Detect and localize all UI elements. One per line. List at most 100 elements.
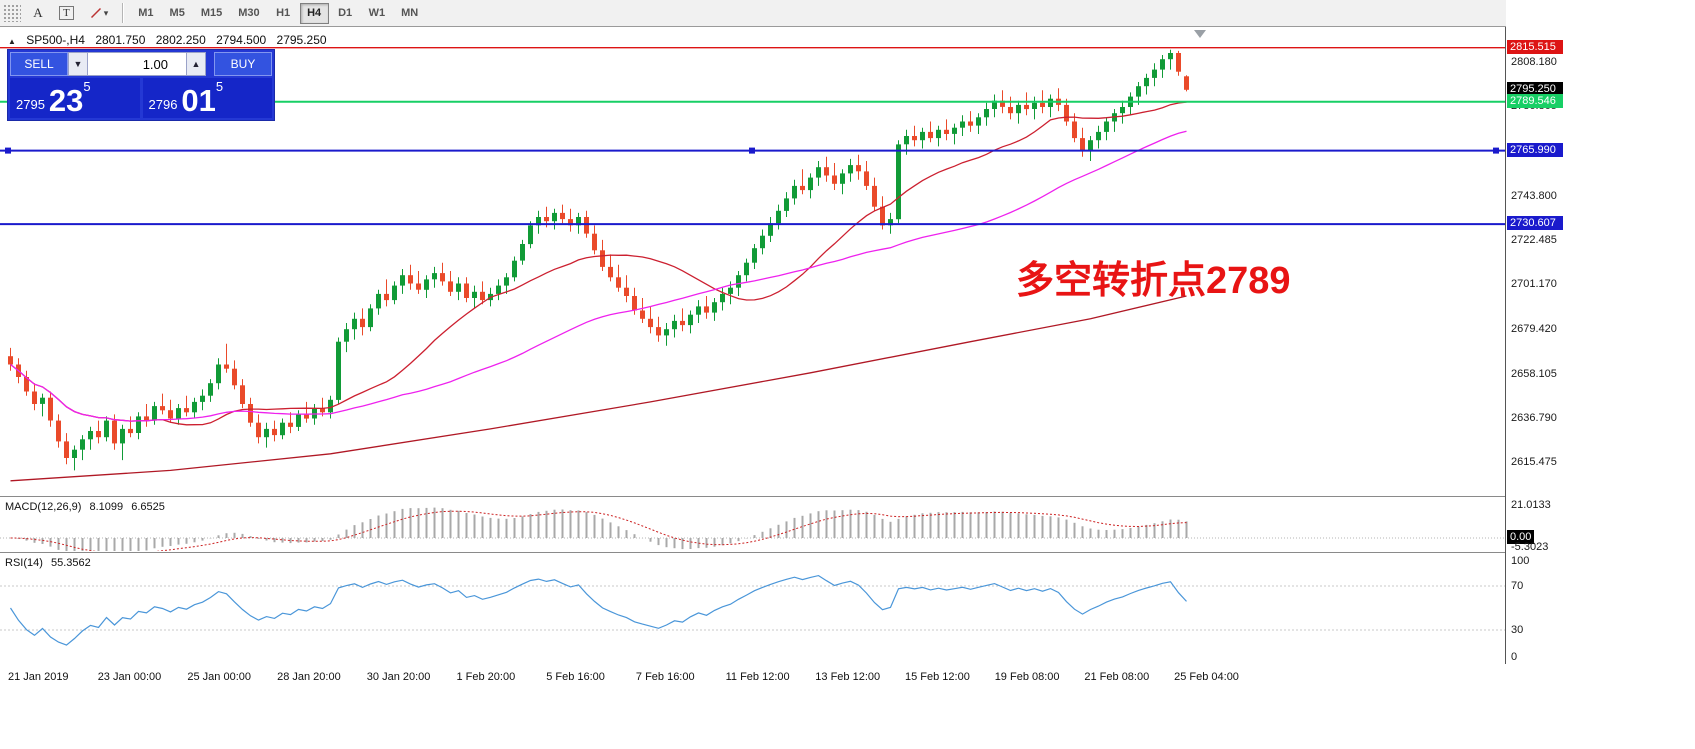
candle-body — [520, 244, 525, 261]
sell-price-display[interactable]: 2795 23 5 — [10, 78, 140, 118]
sell-button[interactable]: SELL — [10, 52, 68, 76]
volume-input[interactable]: 1.00 — [88, 52, 186, 76]
price-badge: 2730.607 — [1507, 216, 1563, 231]
price-scale[interactable]: 21.0133 0.00 -5.3023 100 70 30 0 2808.18… — [1506, 0, 1695, 749]
candle-body — [224, 364, 229, 369]
candle-body — [1032, 102, 1037, 109]
rsi-value: 55.3562 — [50, 557, 91, 569]
candle-body — [248, 404, 253, 423]
buy-price-prefix: 2796 — [148, 97, 178, 112]
candle-body — [464, 283, 469, 298]
line-selection-handle[interactable] — [5, 147, 11, 154]
buy-button[interactable]: BUY — [214, 52, 272, 76]
rsi-axis-30: 30 — [1511, 624, 1524, 636]
timeframe-m15[interactable]: M15 — [193, 2, 230, 24]
candle-body — [616, 277, 621, 288]
collapse-icon[interactable]: ▲ — [8, 37, 16, 46]
pane-separator[interactable] — [0, 552, 1695, 553]
volume-increase-button[interactable]: ▲ — [186, 52, 206, 76]
line-selection-handle[interactable] — [1493, 147, 1499, 154]
pane-separator[interactable] — [0, 496, 1695, 497]
candle-body — [448, 281, 453, 292]
chart-shift-marker-icon[interactable] — [1194, 30, 1206, 38]
price-scale-border — [1505, 27, 1506, 664]
candle-body — [296, 414, 301, 427]
candle-body — [72, 449, 77, 458]
volume-decrease-button[interactable]: ▼ — [68, 52, 88, 76]
timeframe-m5[interactable]: M5 — [162, 2, 192, 24]
candle-body — [680, 320, 685, 326]
candle-body — [456, 283, 461, 292]
timeframe-h4[interactable]: H4 — [299, 2, 329, 24]
candle-body — [24, 377, 29, 392]
candle-body — [808, 177, 813, 191]
timeframe-h1[interactable]: H1 — [268, 2, 298, 24]
candle-body — [328, 399, 333, 413]
candle-body — [480, 291, 485, 301]
candle-body — [848, 165, 853, 174]
candle-body — [152, 406, 157, 421]
macd-axis-bottom-label: -5.3023 — [1511, 541, 1549, 553]
candle-body — [96, 431, 101, 438]
candle-body — [584, 217, 589, 234]
label-tool-glyph: T — [59, 6, 74, 20]
candle-body — [80, 439, 85, 450]
candle-body — [8, 356, 13, 365]
rsi-label: RSI(14) 55.3562 — [0, 557, 96, 569]
candle-body — [208, 383, 213, 396]
candle-body — [1008, 107, 1013, 114]
candle-body — [320, 408, 325, 413]
candle-body — [1088, 140, 1093, 151]
candle-body — [384, 293, 389, 301]
candle-body — [1080, 138, 1085, 151]
candle-body — [896, 144, 901, 220]
macd-pane[interactable]: MACD(12,26,9) 8.1099 6.6525 — [0, 497, 1505, 551]
time-axis[interactable]: 21 Jan 2019 23 Jan 00:00 25 Jan 00:00 28 Ja… — [0, 664, 1695, 698]
buy-price-display[interactable]: 2796 01 5 — [142, 78, 272, 118]
time-axis-label: 21 Feb 08:00 — [1084, 671, 1150, 683]
candle-body — [88, 431, 93, 440]
sell-price-pip: 5 — [83, 79, 91, 94]
candle-body — [1184, 76, 1189, 90]
timeframe-mn[interactable]: MN — [394, 2, 426, 24]
rsi-pane[interactable]: RSI(14) 55.3562 — [0, 553, 1505, 663]
timeframe-m30[interactable]: M30 — [231, 2, 267, 24]
candle-body — [672, 320, 677, 330]
ohlc-low: 2794.500 — [216, 33, 267, 47]
time-axis-label: 21 Jan 2019 — [8, 671, 69, 683]
price-badge: 2789.546 — [1507, 93, 1563, 108]
candle-body — [704, 306, 709, 313]
toolbar-grip-handle[interactable] — [3, 4, 21, 22]
candle-body — [424, 279, 429, 290]
price-chart-pane[interactable]: ▲ SP500-,H4 2801.750 2802.250 2794.500 2… — [0, 27, 1505, 496]
timeframe-w1[interactable]: W1 — [361, 2, 393, 24]
timeframe-m1[interactable]: M1 — [131, 2, 161, 24]
chart-annotation-text[interactable]: 多空转折点2789 — [1016, 260, 1291, 302]
rsi-axis-70: 70 — [1511, 580, 1524, 592]
label-tool-button[interactable]: T — [52, 2, 81, 24]
text-tool-button[interactable]: A — [26, 2, 50, 24]
chart-header: ▲ SP500-,H4 2801.750 2802.250 2794.500 2… — [8, 33, 334, 47]
candle-body — [592, 233, 597, 251]
candle-body — [432, 273, 437, 280]
candle-body — [312, 408, 317, 419]
timeframe-d1[interactable]: D1 — [330, 2, 360, 24]
candle-body — [632, 296, 637, 311]
time-axis-label: 1 Feb 20:00 — [456, 671, 516, 683]
candle-body — [568, 219, 573, 226]
shapes-tool-button[interactable]: ▾ — [82, 2, 116, 24]
candle-body — [936, 129, 941, 139]
time-axis-label: 23 Jan 00:00 — [97, 671, 162, 683]
rsi-name: RSI(14) — [5, 557, 43, 569]
sell-price-prefix: 2795 — [16, 97, 45, 112]
price-axis-label: 2701.170 — [1511, 278, 1557, 291]
candle-body — [200, 395, 205, 402]
time-axis-label: 7 Feb 16:00 — [635, 671, 695, 683]
candle-body — [232, 368, 237, 386]
line-selection-handle[interactable] — [749, 147, 755, 154]
time-axis-label: 25 Feb 04:00 — [1174, 671, 1239, 683]
candle-body — [32, 391, 37, 404]
candle-body — [1152, 69, 1157, 78]
buy-price-big: 01 — [181, 83, 216, 118]
candle-body — [56, 420, 61, 442]
